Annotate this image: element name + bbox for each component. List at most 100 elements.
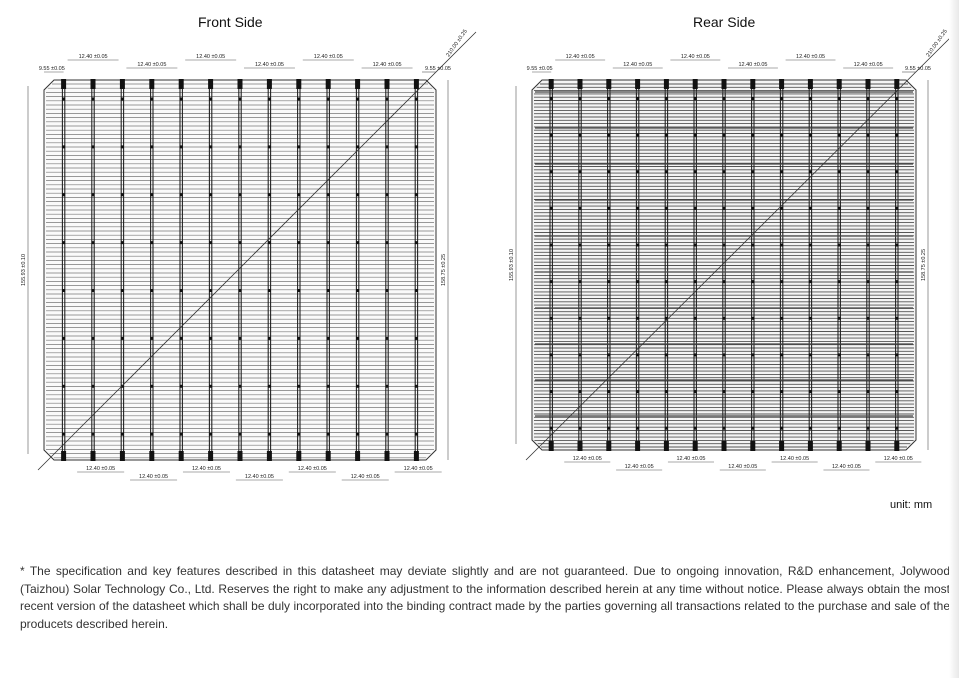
front-pad <box>297 289 301 293</box>
rear-pad <box>607 390 611 394</box>
rear-edge-tab <box>779 441 785 451</box>
front-pad <box>297 241 301 245</box>
rear-edge-tab <box>606 441 612 451</box>
front-pad <box>385 384 389 388</box>
front-pad <box>62 145 66 149</box>
rear-pad <box>722 97 726 100</box>
rear-pad <box>693 243 697 247</box>
unit-label: unit: mm <box>890 499 933 511</box>
rear-edge-tab <box>836 441 842 451</box>
rear-edge-tab <box>894 79 900 89</box>
rear-edge-tab <box>548 441 554 451</box>
rear-pad <box>895 426 899 430</box>
front-pad <box>120 145 124 149</box>
rear-pad <box>693 280 697 284</box>
rear-pad <box>808 206 812 210</box>
rear-bottom-dim-label: 12.40 ±0.05 <box>676 456 705 462</box>
rear-pad <box>837 280 841 284</box>
front-pad <box>91 97 95 101</box>
front-left-dim-label: 155.93 ±0.10 <box>21 254 27 286</box>
rear-top-dim-label: 12.40 ±0.05 <box>566 54 595 60</box>
rear-pad <box>866 243 870 247</box>
rear-edge-tab <box>721 441 727 451</box>
front-pad <box>414 193 418 197</box>
rear-edge-tab <box>807 441 813 451</box>
front-top-dim-label: 12.40 ±0.05 <box>255 62 284 68</box>
rear-pad <box>578 243 582 247</box>
rear-pad <box>837 170 841 174</box>
front-top-dim-label: 12.40 ±0.05 <box>373 62 402 68</box>
front-pad <box>209 97 213 101</box>
rear-pad <box>636 280 640 284</box>
front-top-dim-label: 12.40 ±0.05 <box>137 62 166 68</box>
rear-left-dim-label: 155.93 ±0.10 <box>509 249 515 281</box>
front-pad <box>179 193 183 197</box>
front-pad <box>238 289 242 293</box>
rear-pad <box>751 390 755 394</box>
front-pad <box>385 289 389 293</box>
front-pad <box>356 384 360 388</box>
front-pad <box>326 145 330 149</box>
front-pad <box>120 384 124 388</box>
rear-pad <box>866 390 870 394</box>
rear-pad <box>607 133 611 137</box>
front-top-dim-label: 9.55 ±0.05 <box>425 66 451 72</box>
rear-edge-tab <box>865 441 871 451</box>
rear-busbars <box>549 82 899 448</box>
rear-pad <box>895 206 899 210</box>
rear-pad <box>780 280 784 284</box>
front-pad <box>179 289 183 293</box>
rear-pad <box>578 316 582 320</box>
front-pad <box>356 289 360 293</box>
rear-pad <box>722 206 726 210</box>
rear-pad <box>751 206 755 210</box>
rear-diag-dim: 210.00 ±0.25 <box>926 29 949 59</box>
front-edge-tab <box>237 79 243 89</box>
front-pad <box>209 193 213 197</box>
rear-bottom-dim-label: 12.40 ±0.05 <box>728 464 757 470</box>
rear-edge-tab <box>779 79 785 89</box>
front-pad <box>62 384 66 388</box>
front-pad <box>238 432 242 436</box>
rear-pad <box>549 170 553 174</box>
front-pads <box>61 79 419 461</box>
rear-pad <box>837 133 841 137</box>
front-edge-tab <box>237 451 243 461</box>
front-pad <box>414 241 418 245</box>
rear-top-dim-label: 9.55 ±0.05 <box>905 66 931 72</box>
rear-pad <box>780 426 784 430</box>
rear-pad <box>751 97 755 100</box>
rear-pad <box>664 133 668 137</box>
front-pad <box>91 432 95 436</box>
front-pad <box>385 432 389 436</box>
rear-pad <box>607 170 611 174</box>
rear-pad <box>751 133 755 137</box>
rear-pad <box>751 316 755 320</box>
front-edge-tab <box>413 79 419 89</box>
rear-pad <box>664 426 668 430</box>
front-top-dim-label: 12.40 ±0.05 <box>314 54 343 60</box>
rear-top-dim-label: 12.40 ±0.05 <box>623 62 652 68</box>
rear-pad <box>607 243 611 247</box>
rear-pad <box>549 426 553 430</box>
front-pad <box>150 241 154 245</box>
rear-edge-tab <box>606 79 612 89</box>
front-edge-tab <box>325 451 331 461</box>
front-edge-tab <box>90 79 96 89</box>
front-pad <box>91 336 95 340</box>
rear-pad <box>751 426 755 430</box>
front-edge-tab <box>384 79 390 89</box>
front-pad <box>297 384 301 388</box>
front-pad <box>326 336 330 340</box>
front-pad <box>150 384 154 388</box>
rear-pad <box>549 280 553 284</box>
disclaimer-text: * The specification and key features des… <box>20 564 950 631</box>
rear-pad <box>636 206 640 210</box>
rear-pad <box>895 316 899 320</box>
rear-edge-tab <box>750 441 756 451</box>
front-pad <box>209 289 213 293</box>
front-pad <box>414 289 418 293</box>
front-pad <box>356 97 360 101</box>
rear-pad <box>895 243 899 247</box>
rear-pad <box>837 206 841 210</box>
